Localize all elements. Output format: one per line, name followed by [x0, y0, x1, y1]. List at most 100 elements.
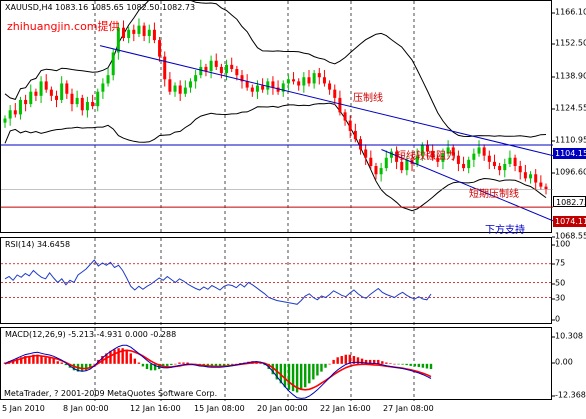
- candle-body: [353, 130, 357, 140]
- candle-body: [271, 81, 275, 88]
- candle-body: [292, 79, 296, 82]
- candle-body: [127, 29, 131, 39]
- candle-body: [158, 40, 162, 57]
- candle-body: [255, 85, 259, 92]
- macd-histogram-bar: [356, 357, 360, 364]
- annotation-short-term-resistance: 短期压制线: [469, 189, 519, 200]
- candle-body: [462, 163, 466, 169]
- candle-body: [343, 112, 347, 121]
- candle-body: [96, 91, 100, 107]
- macd-histogram-bar: [417, 363, 421, 367]
- macd-histogram-bar: [89, 363, 92, 368]
- candle-body: [204, 66, 208, 72]
- candle-body: [116, 27, 120, 53]
- candle-body: [142, 25, 146, 36]
- candle-body: [219, 66, 223, 74]
- candle-body: [225, 64, 229, 74]
- candle-body: [106, 75, 110, 84]
- candle-body: [405, 159, 409, 171]
- macd-canvas: [3, 328, 433, 401]
- candle-body: [312, 73, 316, 84]
- macd-histogram-bar: [320, 363, 323, 372]
- macd-tick: -12.368: [552, 390, 586, 400]
- price-chart-pane[interactable]: XAUUSD,H4 1083.16 1085.65 1082.50 1082.7…: [0, 0, 553, 236]
- annotation-short-resistance: 短线较强阻力: [396, 151, 456, 162]
- resistance-trendline: [99, 45, 553, 157]
- candle-body: [122, 27, 126, 39]
- candle-body: [24, 99, 28, 105]
- macd-histogram-bar: [226, 363, 230, 366]
- candle-body: [34, 91, 38, 96]
- rsi-tick: 75: [551, 258, 566, 268]
- time-tick: 22 Jan 16:00: [320, 404, 371, 413]
- macd-histogram-bar: [336, 357, 339, 364]
- candle-body: [8, 110, 12, 119]
- candle-body: [539, 182, 543, 187]
- candle-body: [65, 83, 69, 94]
- resistance-price-box: 1104.15: [553, 148, 586, 159]
- candle-body: [338, 97, 342, 113]
- time-tick: 27 Jan 08:00: [383, 404, 434, 413]
- macd-histogram-bar: [231, 363, 234, 365]
- candle-body: [276, 87, 280, 92]
- macd-histogram-bar: [121, 348, 124, 364]
- macd-axis: 10.308 0.00 -12.368: [552, 327, 586, 400]
- candle-body: [286, 79, 290, 84]
- macd-histogram-bar: [291, 363, 295, 392]
- candle-body: [508, 157, 512, 164]
- candle-body: [266, 81, 270, 90]
- macd-histogram-bar: [425, 363, 429, 369]
- macd-histogram-bar: [316, 363, 319, 376]
- price-tick: 1096.60: [551, 168, 586, 177]
- candle-body: [297, 81, 301, 86]
- macd-histogram-bar: [218, 363, 222, 367]
- candle-body: [91, 102, 95, 107]
- price-chart-canvas: [1, 1, 553, 234]
- macd-histogram-bar: [385, 362, 388, 364]
- candle-body: [415, 155, 419, 164]
- macd-histogram-bar: [36, 354, 39, 364]
- macd-pane[interactable]: MACD(12,26,9) -5.213 -4.931 0.000 -0.288: [0, 327, 552, 401]
- candle-body: [389, 151, 393, 158]
- macd-histogram-bar: [178, 362, 181, 364]
- candle-body: [147, 29, 151, 36]
- price-tick: 1166.10: [551, 8, 586, 17]
- macd-signal-line: [4, 349, 432, 391]
- macd-title: MACD(12,26,9) -5.213 -4.931 0.000 -0.288: [5, 330, 177, 339]
- macd-histogram-bar: [299, 363, 303, 390]
- time-tick: 8 Jan 00:00: [63, 404, 109, 413]
- macd-histogram-bar: [214, 363, 218, 367]
- macd-histogram-bar: [409, 363, 412, 366]
- rsi-pane[interactable]: RSI(14) 34.6458: [0, 237, 553, 325]
- candle-body: [60, 83, 64, 100]
- candle-body: [55, 95, 59, 100]
- candle-body: [482, 147, 486, 156]
- macd-histogram-bar: [373, 359, 376, 364]
- macd-histogram-bar: [389, 363, 392, 364]
- candle-body: [152, 29, 156, 41]
- macd-histogram-bar: [60, 362, 63, 364]
- candle-body: [80, 97, 84, 111]
- macd-histogram-bar: [348, 354, 352, 364]
- candle-body: [348, 120, 352, 131]
- macd-histogram-bar: [52, 358, 55, 364]
- macd-histogram-bar: [393, 363, 396, 365]
- macd-histogram-bar: [222, 363, 226, 366]
- macd-histogram-bar: [279, 363, 283, 384]
- macd-tick: 10.308: [552, 331, 583, 341]
- candle-body: [451, 147, 455, 156]
- macd-histogram-bar: [368, 359, 372, 364]
- macd-histogram-bar: [210, 363, 214, 367]
- price-tick: 1124.55: [551, 104, 586, 113]
- macd-histogram-bar: [239, 363, 242, 364]
- candle-body: [369, 157, 373, 167]
- candle-body: [534, 174, 538, 183]
- candle-body: [322, 77, 326, 84]
- last-price-box: 1082.73: [553, 196, 586, 207]
- macd-histogram-bar: [32, 354, 35, 364]
- time-tick: 20 Jan 00:00: [257, 404, 308, 413]
- rsi-tick: 0: [551, 314, 561, 324]
- candle-body: [441, 153, 445, 162]
- macd-histogram-bar: [421, 363, 425, 368]
- macd-histogram-bar: [377, 359, 380, 364]
